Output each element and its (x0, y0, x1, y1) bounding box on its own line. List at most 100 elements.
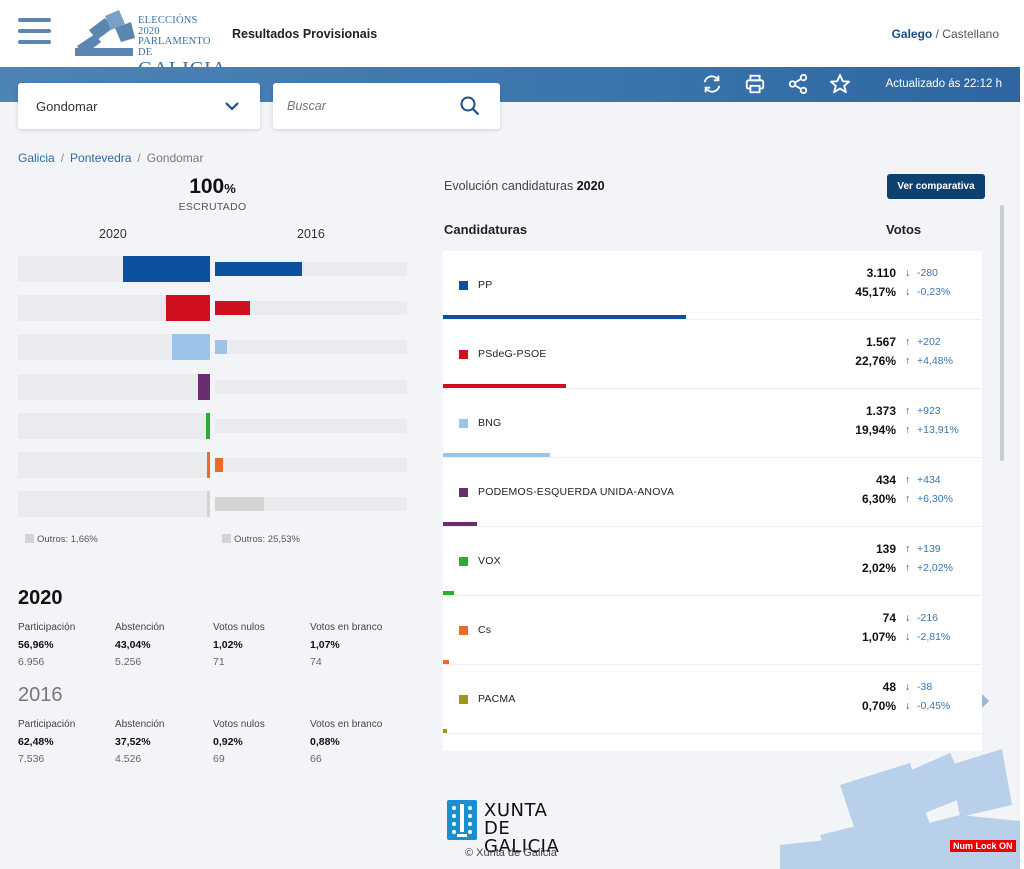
share-icon[interactable] (787, 73, 809, 95)
chevron-down-icon (225, 102, 239, 111)
copyright-icon: © (465, 847, 474, 859)
party-votes-delta: ↓ -38 (905, 681, 933, 693)
print-icon[interactable] (744, 73, 766, 95)
party-swatch (459, 350, 468, 359)
party-percent-delta: ↑ +2,02% (905, 562, 953, 574)
party-name: VOX (478, 555, 501, 567)
party-share-bar (443, 660, 449, 664)
party-swatch (459, 488, 468, 497)
parties-column-header: Candidaturas (444, 222, 528, 237)
arrow-down-icon: ↓ (905, 681, 911, 693)
bar-2020 (171, 334, 210, 361)
arrow-up-icon: ↑ (905, 405, 911, 417)
others-swatch (222, 534, 231, 543)
party-percent-delta: ↓ -0,23% (905, 286, 951, 298)
xunta-logo[interactable]: XUNTA DE GALICIA (447, 800, 587, 856)
search-icon[interactable] (460, 96, 480, 116)
party-votes: 1.373 (865, 404, 896, 418)
logo-line-1: ELECCIÓNS 2020 (138, 15, 198, 37)
bar-2020 (166, 295, 210, 322)
breadcrumb-pontevedra[interactable]: Pontevedra (70, 151, 132, 165)
party-votes-delta: ↓ -216 (905, 612, 939, 624)
arrow-up-icon: ↑ (905, 424, 911, 436)
party-votes-delta: ↑ +139 (905, 543, 941, 555)
party-swatch (459, 695, 468, 704)
party-row[interactable]: PP 3.110 45,17% ↓ -280 ↓ -0,23% (443, 251, 982, 320)
breadcrumb-current: Gondomar (146, 151, 204, 165)
party-votes: 74 (882, 611, 896, 625)
party-percent: 19,94% (855, 423, 896, 437)
stat-participacion-2016: Participación 62,48% 7.536 (18, 719, 76, 765)
compare-button[interactable]: Ver comparativa (887, 174, 985, 199)
others-2016: Outros: 25,53% (222, 534, 300, 545)
scroll-right-icon[interactable] (982, 694, 989, 708)
bar-2020 (123, 256, 210, 282)
ballot-decoration-icon (780, 749, 1020, 869)
party-row[interactable]: PACMA 48 0,70% ↓ -38 ↓ -0,45% (443, 665, 982, 734)
scrollbar[interactable] (1000, 205, 1004, 461)
party-row[interactable]: PSdeG-PSOE 1.567 22,76% ↑ +202 ↑ +4,48% (443, 320, 982, 389)
stat-abstencion-2020: Abstención 43,04% 5.256 (115, 622, 165, 668)
star-icon[interactable] (829, 73, 851, 95)
stat-abstencion-2016: Abstención 37,52% 4.526 (115, 719, 165, 765)
party-share-bar (443, 729, 447, 733)
party-percent-delta: ↑ +4,48% (905, 355, 953, 367)
lang-galego[interactable]: Galego (891, 27, 933, 41)
party-percent: 22,76% (855, 354, 896, 368)
others-swatch (25, 534, 34, 543)
municipality-select[interactable]: Gondomar (18, 83, 260, 129)
refresh-icon[interactable] (701, 73, 723, 95)
bar-2020 (197, 373, 210, 400)
party-name: Cs (478, 624, 492, 636)
party-votes: 434 (875, 473, 896, 487)
breadcrumb: Galicia / Pontevedra / Gondomar (18, 151, 204, 165)
ballot-box-icon (75, 10, 135, 56)
top-header: ELECCIÓNS 2020 PARLAMENTO DE GALICIA Res… (0, 0, 1024, 79)
bar-track-2020 (18, 452, 210, 478)
municipality-value: Gondomar (36, 99, 98, 114)
party-votes-delta: ↑ +202 (905, 336, 941, 348)
scrutiny-value: 100 (189, 175, 225, 198)
year-2016-header: 2016 (297, 227, 325, 241)
bar-track-2016 (215, 340, 407, 355)
party-percent-delta: ↓ -0,45% (905, 700, 951, 712)
arrow-up-icon: ↑ (905, 336, 911, 348)
lang-separator: / (935, 27, 939, 41)
party-row[interactable]: Cs 74 1,07% ↓ -216 ↓ -2,81% (443, 596, 982, 665)
party-name: PODEMOS-ESQUERDA UNIDA-ANOVA (478, 486, 675, 498)
party-name: PSdeG-PSOE (478, 348, 547, 360)
party-row[interactable]: BNG 1.373 19,94% ↑ +923 ↑ +13,91% (443, 389, 982, 458)
lang-castellano[interactable]: Castellano (942, 27, 999, 41)
party-swatch (459, 419, 468, 428)
stats-year-2020: 2020 (18, 587, 63, 609)
menu-icon[interactable] (18, 18, 51, 46)
party-percent-delta: ↑ +13,91% (905, 424, 959, 436)
arrow-down-icon: ↓ (905, 267, 911, 279)
bar-2016 (215, 497, 264, 512)
arrow-up-icon: ↑ (905, 543, 911, 555)
arrow-up-icon: ↑ (905, 355, 911, 367)
party-swatch (459, 626, 468, 635)
party-share-bar (443, 315, 687, 319)
party-row[interactable]: PODEMOS-ESQUERDA UNIDA-ANOVA 434 6,30% ↑ +43… (443, 458, 982, 527)
bar-2020 (206, 412, 210, 439)
elections-logo[interactable] (75, 8, 220, 60)
stats-year-2016: 2016 (18, 684, 63, 706)
party-percent-delta: ↓ -2,81% (905, 631, 951, 643)
party-name: PACMA (478, 693, 516, 705)
votes-column-header: Votos (886, 222, 922, 237)
arrow-down-icon: ↓ (905, 700, 911, 712)
party-share-bar (443, 384, 566, 388)
search-input[interactable] (287, 95, 447, 117)
party-list[interactable]: PP 3.110 45,17% ↓ -280 ↓ -0,23% PSdeG-PSOE 1.567… (443, 251, 982, 751)
bar-track-2016 (215, 458, 407, 472)
logo-line-2: PARLAMENTO DE (138, 36, 211, 58)
stat-branco-2020: Votos en branco 1,07% 74 (310, 622, 383, 668)
bar-track-2016 (215, 379, 407, 394)
breadcrumb-galicia[interactable]: Galicia (18, 151, 55, 165)
bar-track-2020 (18, 373, 210, 400)
bar-2020 (206, 491, 210, 518)
party-votes: 48 (882, 680, 896, 694)
party-row[interactable]: VOX 139 2,02% ↑ +139 ↑ +2,02% (443, 527, 982, 596)
party-share-bar (443, 453, 551, 457)
